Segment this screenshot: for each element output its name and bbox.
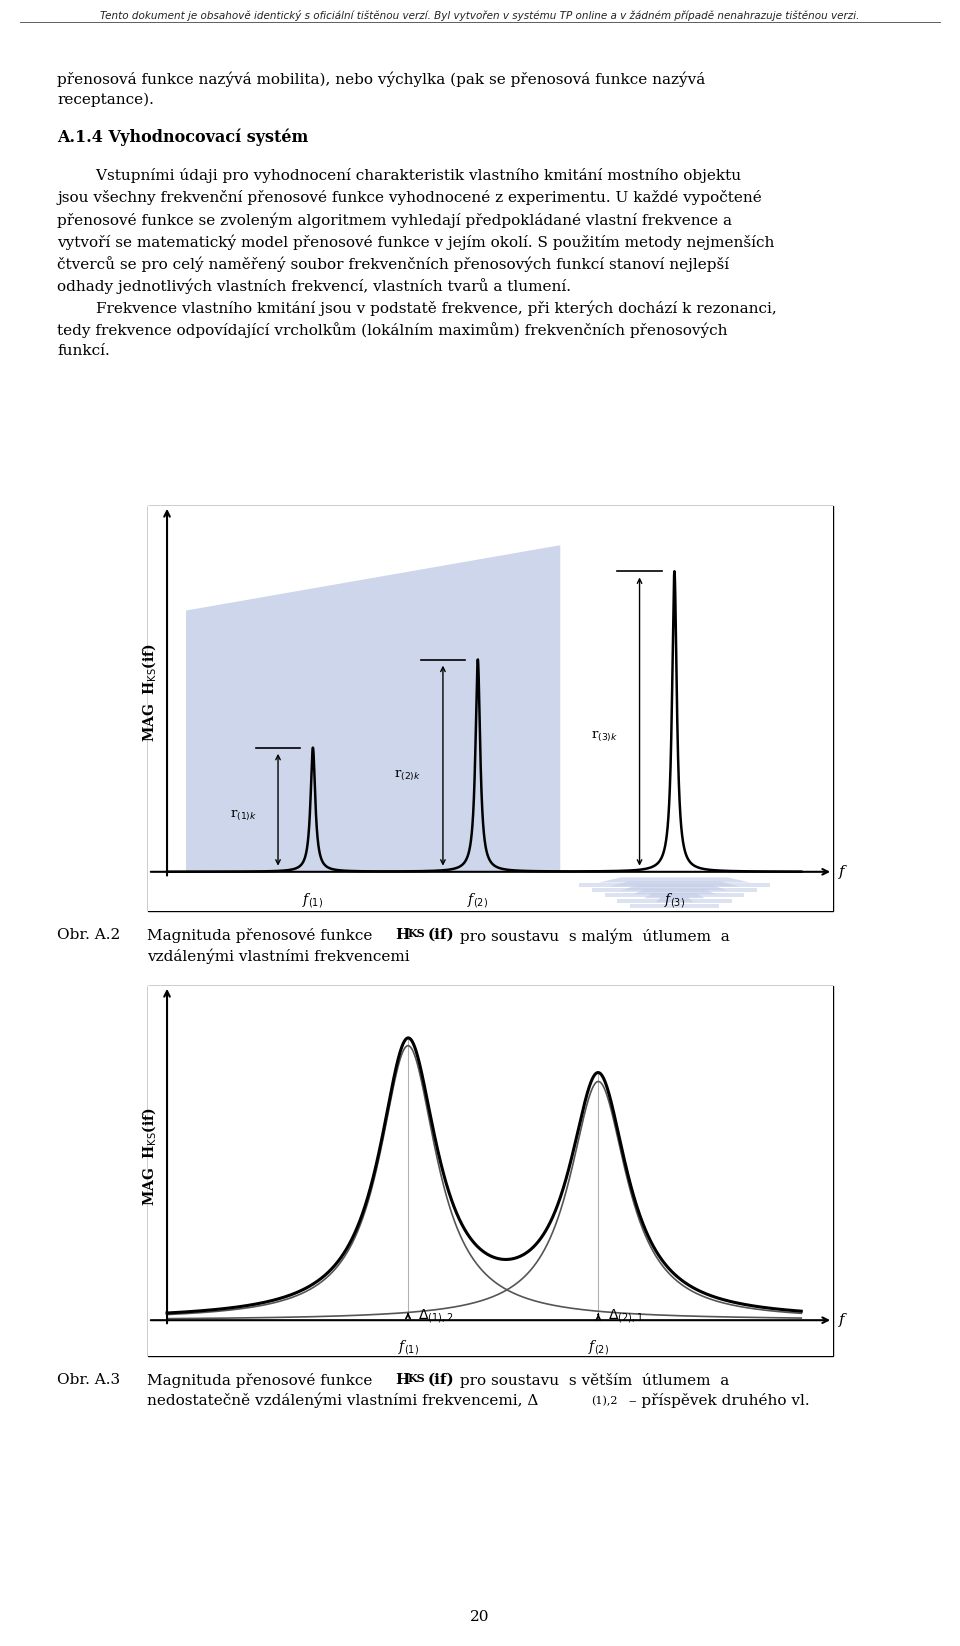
Text: r$_{(1)k}$: r$_{(1)k}$ [229, 808, 256, 823]
Text: H: H [395, 928, 409, 942]
Text: Magnituda přenosové funkce: Magnituda přenosové funkce [147, 1373, 382, 1388]
Text: Vstupními údaji pro vyhodnocení charakteristik vlastního kmitání mostního objekt: Vstupními údaji pro vyhodnocení charakte… [57, 168, 741, 183]
Text: Tento dokument je obsahově identický s oficiální tištěnou verzí. Byl vytvořen v : Tento dokument je obsahově identický s o… [100, 10, 860, 21]
Text: přenosové funkce se zvoleným algoritmem vyhledají předpokládané vlastní frekvenc: přenosové funkce se zvoleným algoritmem … [57, 212, 732, 227]
Polygon shape [610, 881, 739, 887]
Text: funkcí.: funkcí. [57, 344, 109, 357]
Polygon shape [656, 897, 693, 902]
Text: Frekvence vlastního kmitání jsou v podstatě frekvence, při kterých dochází k rez: Frekvence vlastního kmitání jsou v podst… [57, 300, 777, 316]
Text: pro soustavu  s malým  útlumem  a: pro soustavu s malým útlumem a [455, 928, 730, 943]
Text: (if): (if) [428, 1373, 455, 1388]
Text: f$_{(3)}$: f$_{(3)}$ [664, 892, 684, 910]
Text: MAG  H$_{\mathrm{KS}}$(if): MAG H$_{\mathrm{KS}}$(if) [140, 642, 158, 742]
Text: $\Delta_{(2),1}$: $\Delta_{(2),1}$ [608, 1307, 643, 1325]
Text: A.1.4 Vyhodnocovací systém: A.1.4 Vyhodnocovací systém [57, 128, 308, 145]
Polygon shape [617, 899, 732, 902]
Text: – příspěvek druhého vl.: – příspěvek druhého vl. [624, 1393, 809, 1407]
Text: KS: KS [408, 928, 425, 938]
Text: odhady jednotlivých vlastních frekvencí, vlastních tvarů a tlumení.: odhady jednotlivých vlastních frekvencí,… [57, 278, 571, 295]
Text: vytvoří se matematický model přenosové funkce v jejím okolí. S použitím metody n: vytvoří se matematický model přenosové f… [57, 234, 775, 250]
Text: pro soustavu  s větším  útlumem  a: pro soustavu s větším útlumem a [455, 1373, 730, 1388]
Text: 20: 20 [470, 1610, 490, 1625]
Polygon shape [605, 894, 744, 897]
Polygon shape [598, 877, 751, 882]
Text: r$_{(3)k}$: r$_{(3)k}$ [591, 729, 618, 744]
Polygon shape [592, 889, 756, 892]
Text: tedy frekvence odpovídající vrcholkům (lokálním maximům) frekvenčních přenosovýc: tedy frekvence odpovídající vrcholkům (l… [57, 323, 728, 337]
Text: MAG  H$_{\mathrm{KS}}$(if): MAG H$_{\mathrm{KS}}$(if) [140, 1106, 158, 1205]
Text: f$_{(1)}$: f$_{(1)}$ [302, 892, 324, 910]
Text: Obr. A.2: Obr. A.2 [57, 928, 120, 942]
Text: nedostatečně vzdálenými vlastními frekvencemi, Δ: nedostatečně vzdálenými vlastními frekve… [147, 1393, 539, 1409]
Text: KS: KS [408, 1373, 425, 1384]
Text: čtverců se pro celý naměřený soubor frekvenčních přenosových funkcí stanoví nejl: čtverců se pro celý naměřený soubor frek… [57, 257, 730, 272]
Text: f$_{(2)}$: f$_{(2)}$ [588, 1338, 609, 1356]
Text: vzdálenými vlastními frekvencemi: vzdálenými vlastními frekvencemi [147, 948, 410, 963]
Text: přenosová funkce nazývá mobilita), nebo výchylka (pak se přenosová funkce nazývá: přenosová funkce nazývá mobilita), nebo … [57, 71, 706, 87]
Text: $\Delta_{(1),2}$: $\Delta_{(1),2}$ [418, 1307, 453, 1325]
Text: jsou všechny frekvenční přenosové funkce vyhodnocené z experimentu. U každé vypo: jsou všechny frekvenční přenosové funkce… [57, 189, 761, 206]
Polygon shape [186, 545, 561, 872]
Polygon shape [579, 882, 770, 887]
Polygon shape [633, 889, 716, 894]
Text: receptance).: receptance). [57, 94, 154, 107]
Text: f$_{(2)}$: f$_{(2)}$ [468, 892, 489, 910]
Polygon shape [630, 904, 719, 907]
Text: (1),2: (1),2 [591, 1396, 617, 1406]
Bar [148, 986, 833, 1356]
Text: f: f [839, 1314, 845, 1327]
Text: Magnituda přenosové funkce: Magnituda přenosové funkce [147, 928, 382, 943]
Polygon shape [621, 886, 728, 890]
Text: Obr. A.3: Obr. A.3 [57, 1373, 120, 1388]
Text: f$_{(1)}$: f$_{(1)}$ [397, 1338, 419, 1356]
Text: H: H [395, 1373, 409, 1388]
Text: f: f [839, 864, 845, 879]
Bar [148, 505, 833, 910]
Polygon shape [644, 894, 705, 899]
Text: (if): (if) [428, 928, 455, 942]
Text: r$_{(2)k}$: r$_{(2)k}$ [395, 769, 421, 783]
